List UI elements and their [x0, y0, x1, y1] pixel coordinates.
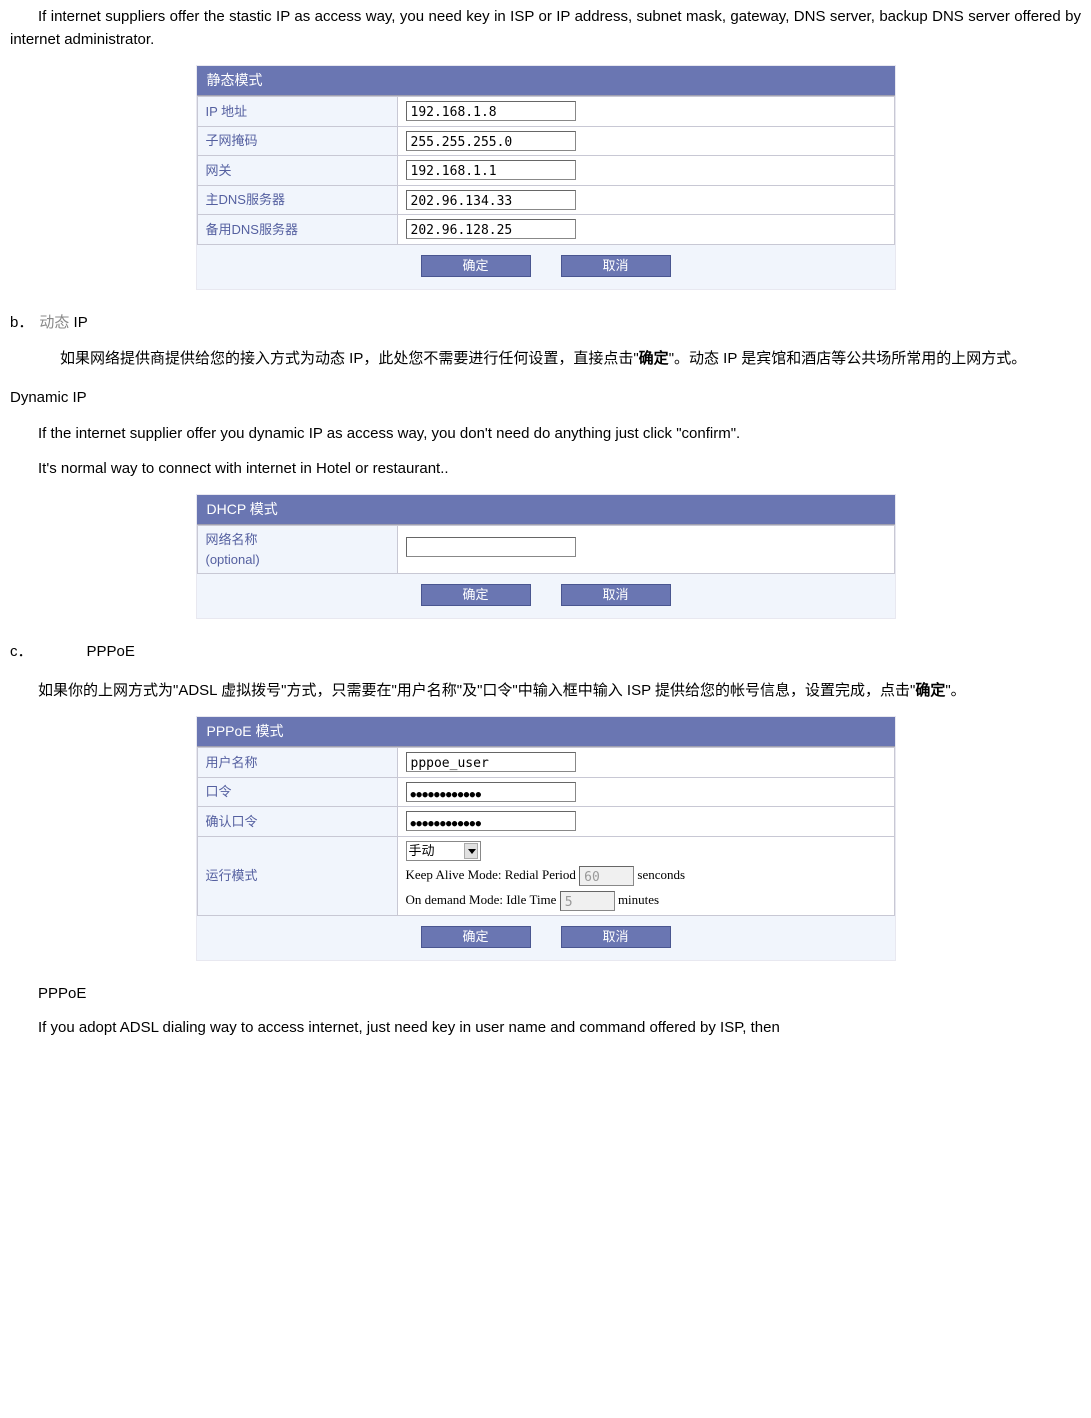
pppoe-button-row: 确定 取消	[197, 916, 895, 952]
intro-paragraph: If internet suppliers offer the stastic …	[10, 6, 1081, 51]
static-ip-header: 静态模式	[197, 66, 895, 96]
footer-p1: If you adopt ADSL dialing way to access …	[10, 1017, 1081, 1040]
static-ip-panel: 静态模式 IP 地址 192.168.1.8 子网掩码 255.255.255.…	[196, 65, 896, 290]
dhcp-table: 网络名称 (optional)	[197, 525, 895, 574]
table-row: IP 地址 192.168.1.8	[197, 97, 894, 127]
confirm-button[interactable]: 确定	[421, 584, 531, 606]
table-row: 主DNS服务器 202.96.134.33	[197, 185, 894, 215]
dhcp-panel: DHCP 模式 网络名称 (optional) 确定 取消	[196, 494, 896, 619]
dns1-input[interactable]: 202.96.134.33	[406, 190, 576, 210]
section-b-heading: b． 动态 IP	[10, 312, 1081, 335]
password-cell	[397, 777, 894, 807]
network-name-l1: 网络名称	[206, 532, 258, 547]
section-b-letter: b．	[10, 314, 33, 331]
ondemand-input[interactable]: 5	[560, 891, 615, 911]
dns2-cell: 202.96.128.25	[397, 215, 894, 245]
keepalive-post: senconds	[634, 867, 685, 882]
runmode-select[interactable]: 手动	[406, 841, 481, 861]
keepalive-line: Keep Alive Mode: Redial Period 60 sencon…	[406, 865, 886, 886]
dynamic-ip-p1: If the internet supplier offer you dynam…	[10, 423, 1081, 446]
dns2-input[interactable]: 202.96.128.25	[406, 219, 576, 239]
dns1-label: 主DNS服务器	[197, 185, 397, 215]
cancel-button[interactable]: 取消	[561, 926, 671, 948]
subnet-cell: 255.255.255.0	[397, 126, 894, 156]
static-button-row: 确定 取消	[197, 245, 895, 281]
table-row: 口令	[197, 777, 894, 807]
gateway-input[interactable]: 192.168.1.1	[406, 160, 576, 180]
password-label: 口令	[197, 777, 397, 807]
runmode-label: 运行模式	[197, 836, 397, 915]
pppoe-header: PPPoE 模式	[197, 717, 895, 747]
ondemand-pre: On demand Mode: Idle Time	[406, 892, 560, 907]
dynamic-ip-p2: It's normal way to connect with internet…	[10, 458, 1081, 481]
network-name-label: 网络名称 (optional)	[197, 526, 397, 574]
keepalive-input[interactable]: 60	[579, 866, 634, 886]
section-c-letter: c．	[10, 643, 33, 660]
c-cn-post: "。	[945, 682, 965, 699]
footer-heading: PPPoE	[10, 983, 1081, 1006]
cn-para-post: "。动态 IP 是宾馆和酒店等公共场所常用的上网方式。	[669, 350, 1027, 367]
subnet-label: 子网掩码	[197, 126, 397, 156]
ip-address-label: IP 地址	[197, 97, 397, 127]
cn-para-bold: 确定	[639, 350, 669, 367]
section-b-title-black: IP	[69, 314, 87, 331]
confirm-button[interactable]: 确定	[421, 255, 531, 277]
chevron-down-icon	[464, 843, 478, 859]
cancel-button[interactable]: 取消	[561, 584, 671, 606]
pppoe-table: 用户名称 pppoe_user 口令 确认口令 运行模式	[197, 747, 895, 916]
pppoe-panel: PPPoE 模式 用户名称 pppoe_user 口令 确认口令	[196, 716, 896, 961]
dynamic-ip-heading: Dynamic IP	[10, 387, 1081, 410]
network-name-input[interactable]	[406, 537, 576, 557]
dhcp-panel-wrap: DHCP 模式 网络名称 (optional) 确定 取消	[0, 494, 1091, 619]
ondemand-line: On demand Mode: Idle Time 5 minutes	[406, 890, 886, 911]
c-cn-pre: 如果你的上网方式为"ADSL 虚拟拨号"方式，只需要在"用户名称"及"口令"中输…	[38, 682, 915, 699]
section-c-heading: c． PPPoE	[10, 641, 1081, 664]
runmode-select-value: 手动	[409, 841, 435, 861]
c-cn-bold: 确定	[915, 682, 945, 699]
username-cell: pppoe_user	[397, 748, 894, 778]
gateway-label: 网关	[197, 156, 397, 186]
keepalive-pre: Keep Alive Mode: Redial Period	[406, 867, 580, 882]
table-row: 子网掩码 255.255.255.0	[197, 126, 894, 156]
ondemand-post: minutes	[615, 892, 659, 907]
section-c-cn-para: 如果你的上网方式为"ADSL 虚拟拨号"方式，只需要在"用户名称"及"口令"中输…	[10, 680, 1081, 703]
cn-para-pre: 如果网络提供商提供给您的接入方式为动态 IP，此处您不需要进行任何设置，直接点击…	[60, 350, 639, 367]
network-name-l2: (optional)	[206, 552, 260, 567]
section-c-title: PPPoE	[87, 643, 135, 660]
subnet-input[interactable]: 255.255.255.0	[406, 131, 576, 151]
network-name-cell	[397, 526, 894, 574]
dhcp-button-row: 确定 取消	[197, 574, 895, 610]
ip-address-cell: 192.168.1.8	[397, 97, 894, 127]
table-row: 网络名称 (optional)	[197, 526, 894, 574]
username-label: 用户名称	[197, 748, 397, 778]
table-row: 用户名称 pppoe_user	[197, 748, 894, 778]
static-ip-table: IP 地址 192.168.1.8 子网掩码 255.255.255.0 网关 …	[197, 96, 895, 245]
ip-address-input[interactable]: 192.168.1.8	[406, 101, 576, 121]
runmode-cell: 手动 Keep Alive Mode: Redial Period 60 sen…	[397, 836, 894, 915]
dns1-cell: 202.96.134.33	[397, 185, 894, 215]
password2-input[interactable]	[406, 811, 576, 831]
cancel-button[interactable]: 取消	[561, 255, 671, 277]
dhcp-header: DHCP 模式	[197, 495, 895, 525]
table-row: 备用DNS服务器 202.96.128.25	[197, 215, 894, 245]
password-input[interactable]	[406, 782, 576, 802]
static-ip-panel-wrap: 静态模式 IP 地址 192.168.1.8 子网掩码 255.255.255.…	[0, 65, 1091, 290]
password2-label: 确认口令	[197, 807, 397, 837]
dns2-label: 备用DNS服务器	[197, 215, 397, 245]
password2-cell	[397, 807, 894, 837]
table-row: 确认口令	[197, 807, 894, 837]
gateway-cell: 192.168.1.1	[397, 156, 894, 186]
section-b-title-gray: 动态	[39, 314, 69, 331]
confirm-button[interactable]: 确定	[421, 926, 531, 948]
table-row: 运行模式 手动 Keep Alive Mode: Redial Period 6…	[197, 836, 894, 915]
section-b-cn-para: 如果网络提供商提供给您的接入方式为动态 IP，此处您不需要进行任何设置，直接点击…	[60, 348, 1081, 371]
username-input[interactable]: pppoe_user	[406, 752, 576, 772]
table-row: 网关 192.168.1.1	[197, 156, 894, 186]
pppoe-panel-wrap: PPPoE 模式 用户名称 pppoe_user 口令 确认口令	[0, 716, 1091, 961]
